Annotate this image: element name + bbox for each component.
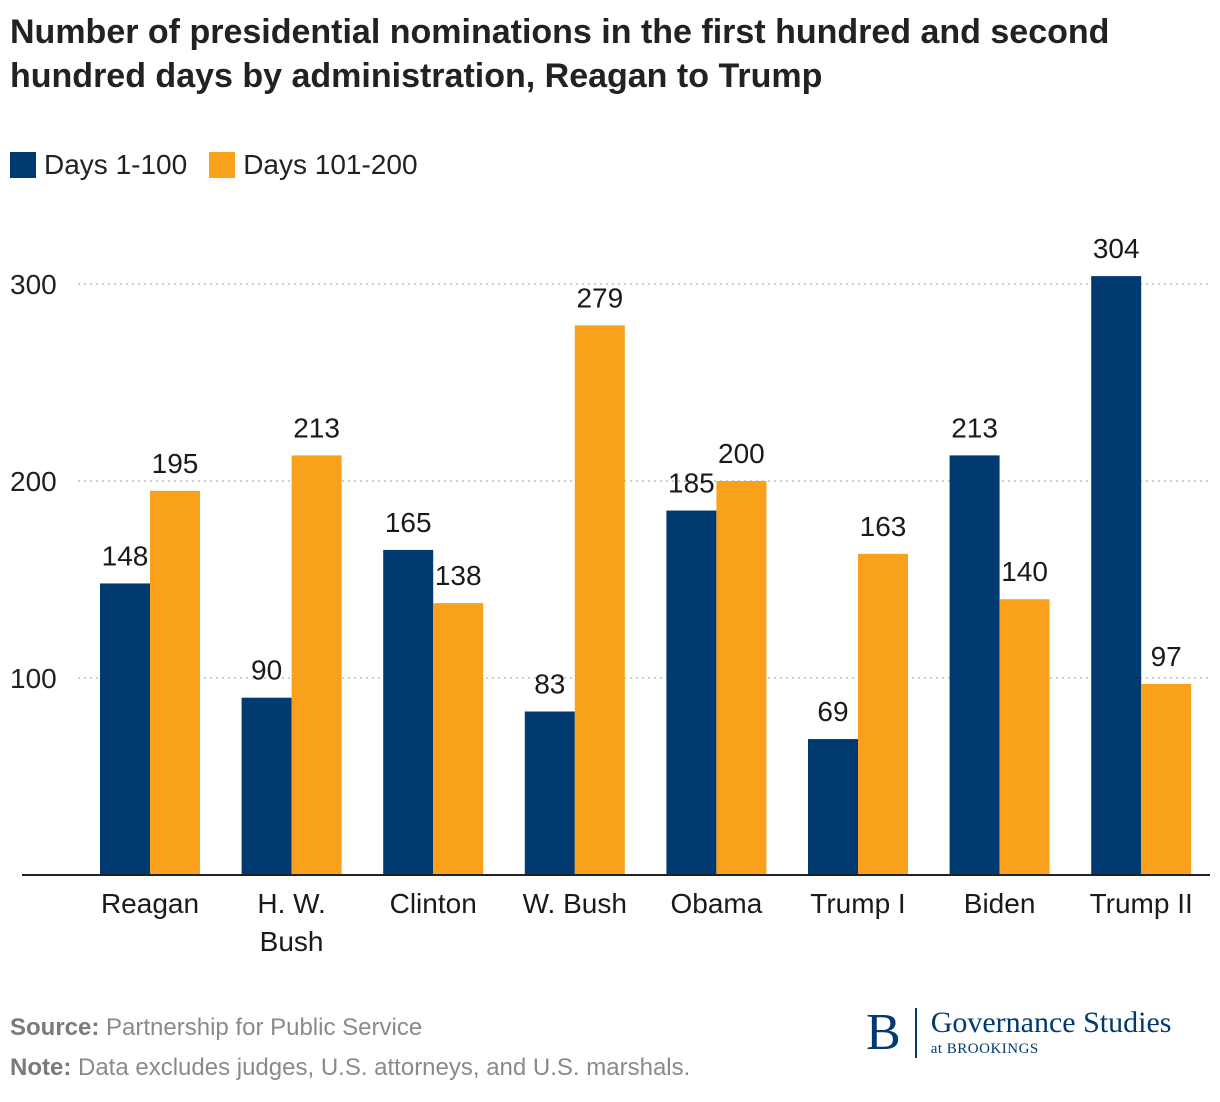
x-tick-label-2: Clinton bbox=[390, 888, 477, 919]
bar-days-1-100-5 bbox=[808, 739, 858, 875]
x-tick-label-1: H. W. Bush bbox=[257, 888, 325, 957]
bar-days-101-200-6 bbox=[999, 599, 1050, 875]
data-label-days-101-200-3: 279 bbox=[576, 282, 623, 313]
data-label-days-101-200-1: 213 bbox=[293, 412, 340, 443]
bar-days-101-200-2 bbox=[433, 603, 484, 875]
bar-days-101-200-0 bbox=[150, 490, 200, 875]
x-tick-label-3: W. Bush bbox=[523, 888, 627, 919]
data-label-days-1-100-1: 90 bbox=[251, 655, 282, 686]
data-label-days-101-200-6: 140 bbox=[1001, 556, 1048, 587]
legend-swatch-days-101-200 bbox=[209, 152, 236, 178]
bar-days-1-100-0 bbox=[100, 583, 150, 875]
data-label-days-1-100-5: 69 bbox=[817, 696, 848, 727]
bar-days-101-200-1 bbox=[291, 455, 342, 875]
legend-item-days-1-100: Days 1-100 bbox=[10, 149, 187, 181]
logo-text: Governance Studies at BROOKINGS bbox=[931, 1007, 1172, 1059]
bar-chart: 100 200 300 148 90 165 83 185 69 213 304 195 213 138 2… bbox=[10, 233, 1210, 957]
data-label-days-101-200-7: 97 bbox=[1151, 641, 1182, 672]
logo-letter: B bbox=[866, 1004, 901, 1061]
note-text: Data excludes judges, U.S. attorneys, an… bbox=[78, 1054, 691, 1081]
logo-subtitle: at BROOKINGS bbox=[930, 1041, 1039, 1057]
data-label-days-1-100-2: 165 bbox=[385, 507, 432, 538]
y-tick-label-100: 100 bbox=[10, 663, 57, 694]
x-tick-label-4: Obama bbox=[670, 888, 762, 919]
x-tick-label-7: Trump II bbox=[1090, 888, 1193, 919]
footer: Source: Partnership for Public Service N… bbox=[10, 1008, 690, 1088]
brookings-logo: B Governance Studies at BROOKINGS bbox=[866, 1005, 1171, 1061]
data-label-days-101-200-2: 138 bbox=[435, 560, 482, 591]
legend-item-days-101-200: Days 101-200 bbox=[209, 149, 418, 181]
bar-days-1-100-4 bbox=[666, 510, 717, 875]
legend: Days 1-100 Days 101-200 bbox=[10, 148, 440, 182]
legend-label-days-101-200: Days 101-200 bbox=[243, 149, 418, 180]
note-label: Note: bbox=[10, 1054, 72, 1081]
logo-name: Governance Studies bbox=[930, 1006, 1172, 1039]
bar-days-101-200-5 bbox=[858, 553, 908, 875]
data-label-days-1-100-3: 83 bbox=[534, 668, 565, 699]
bar-days-1-100-7 bbox=[1091, 276, 1142, 875]
bar-days-101-200-4 bbox=[716, 481, 767, 875]
data-label-days-1-100-6: 213 bbox=[951, 412, 998, 443]
source-line: Source: Partnership for Public Service bbox=[10, 1008, 690, 1048]
legend-label-days-1-100: Days 1-100 bbox=[44, 149, 188, 180]
source-label: Source: bbox=[10, 1014, 100, 1041]
x-tick-label-5: Trump I bbox=[810, 888, 905, 919]
data-label-days-101-200-0: 195 bbox=[152, 448, 199, 479]
chart-title: Number of presidential nominations in th… bbox=[10, 13, 1110, 95]
bar-days-1-100-1 bbox=[241, 697, 292, 875]
bar-days-101-200-7 bbox=[1141, 683, 1192, 875]
bar-days-1-100-3 bbox=[524, 711, 575, 875]
data-label-days-101-200-4: 200 bbox=[718, 438, 765, 469]
data-label-days-1-100-0: 148 bbox=[102, 540, 149, 571]
data-label-days-1-100-4: 185 bbox=[668, 468, 715, 499]
data-label-days-1-100-7: 304 bbox=[1093, 233, 1140, 264]
y-tick-label-300: 300 bbox=[10, 269, 57, 300]
bar-days-1-100-6 bbox=[949, 455, 1000, 875]
y-tick-label-200: 200 bbox=[10, 466, 57, 497]
x-tick-label-0: Reagan bbox=[101, 888, 199, 919]
bar-days-101-200-3 bbox=[574, 325, 625, 875]
data-label-days-101-200-5: 163 bbox=[860, 511, 907, 542]
bar-days-1-100-2 bbox=[383, 549, 434, 875]
note-line: Note: Data excludes judges, U.S. attorne… bbox=[10, 1048, 690, 1088]
x-tick-label-6: Biden bbox=[964, 888, 1036, 919]
source-text: Partnership for Public Service bbox=[106, 1014, 423, 1041]
logo-divider bbox=[914, 1008, 917, 1058]
legend-swatch-days-1-100 bbox=[10, 152, 36, 178]
